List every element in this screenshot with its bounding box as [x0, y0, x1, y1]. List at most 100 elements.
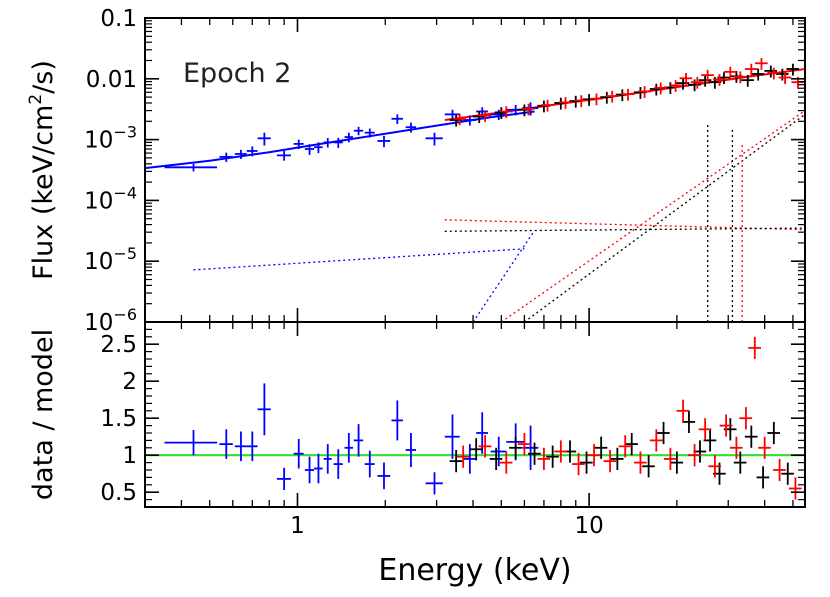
data-point — [603, 450, 617, 473]
data-point — [572, 452, 585, 476]
data-point — [353, 126, 364, 136]
data-point — [580, 451, 593, 474]
data-point — [781, 462, 794, 485]
y-tick-label: 10−3 — [84, 123, 137, 154]
data-point — [701, 69, 714, 82]
data-point — [293, 139, 304, 150]
data-point — [778, 72, 792, 85]
data-point — [744, 63, 758, 76]
model-line-hard-component-black- — [444, 227, 805, 232]
data-point — [444, 414, 460, 459]
data-point — [499, 451, 513, 474]
data-point — [344, 433, 353, 463]
data-point — [748, 336, 761, 359]
data-point — [744, 425, 758, 448]
data-point — [405, 122, 417, 133]
data-point — [234, 149, 247, 159]
data-point — [767, 67, 781, 80]
data-point — [164, 430, 218, 456]
model-line-soft-component — [193, 248, 525, 271]
data-point — [574, 95, 588, 108]
epoch-annotation: Epoch 2 — [183, 58, 291, 89]
data-point — [517, 433, 531, 456]
data-point — [741, 74, 754, 87]
data-point — [425, 472, 443, 495]
data-point — [739, 407, 753, 430]
tick-exponent: −6 — [113, 305, 137, 324]
x-tick-label: 1 — [290, 513, 305, 539]
data-point — [546, 445, 559, 468]
data-point — [679, 73, 693, 85]
data-point — [333, 137, 343, 148]
data-point — [472, 111, 486, 124]
data-point — [786, 63, 800, 76]
data-point — [654, 82, 667, 95]
data-point — [425, 132, 443, 146]
data-point — [234, 431, 247, 462]
y-tick-label: 2.5 — [100, 332, 137, 358]
model-line-reflection-black- — [524, 113, 805, 322]
data-point — [499, 106, 513, 119]
data-point — [323, 138, 332, 148]
data-point — [756, 466, 770, 489]
data-point — [246, 146, 258, 157]
data-point — [754, 58, 768, 70]
data-point — [478, 435, 492, 458]
y-tick-label: 1 — [122, 443, 137, 469]
data-point — [276, 150, 291, 161]
tick-exponent: −4 — [113, 183, 137, 202]
data-point — [391, 400, 403, 441]
data-point — [605, 90, 619, 103]
data-point — [344, 132, 353, 143]
data-point — [649, 429, 663, 452]
data-point — [773, 458, 786, 482]
data-point — [449, 450, 463, 473]
data-point — [733, 71, 747, 84]
data-point — [323, 444, 332, 474]
data-point — [587, 444, 601, 467]
data-point — [522, 103, 535, 116]
y-tick-label: 0.1 — [100, 6, 137, 32]
data-point — [444, 109, 460, 121]
data-point — [246, 431, 258, 462]
data-point — [600, 91, 613, 104]
y-axis-title-ratio: data / model — [28, 329, 59, 500]
data-point — [304, 456, 315, 484]
tick-base: 10 — [84, 310, 113, 336]
data-point — [257, 132, 271, 146]
data-point — [751, 68, 765, 81]
data-point — [633, 451, 647, 474]
data-point — [276, 467, 291, 490]
data-point — [405, 433, 417, 468]
data-point — [333, 449, 343, 479]
data-point — [621, 88, 635, 101]
data-point — [509, 436, 522, 459]
data-point — [708, 455, 722, 478]
data-point — [391, 114, 403, 125]
data-point — [528, 442, 541, 465]
tick-base: 10 — [84, 249, 113, 275]
data-point — [377, 462, 391, 490]
data-point — [764, 65, 778, 78]
data-point — [463, 115, 477, 126]
data-point — [594, 436, 608, 459]
data-point — [453, 113, 466, 126]
y-tick-label: 1.5 — [100, 406, 137, 432]
data-point — [456, 445, 470, 468]
data-point — [723, 66, 737, 79]
data-point — [364, 128, 375, 138]
data-point — [676, 399, 690, 422]
data-point — [219, 152, 233, 162]
data-point — [257, 383, 271, 436]
data-point — [775, 68, 789, 81]
data-point — [293, 438, 304, 469]
tick-exponent: −5 — [113, 244, 137, 263]
data-point — [690, 76, 704, 89]
y-axis-title-flux: Flux (keV/cm2/s) — [26, 60, 59, 280]
y-tick-label: 0.01 — [86, 67, 137, 93]
data-point — [314, 453, 323, 484]
data-point — [676, 77, 690, 90]
data-point — [469, 438, 483, 461]
